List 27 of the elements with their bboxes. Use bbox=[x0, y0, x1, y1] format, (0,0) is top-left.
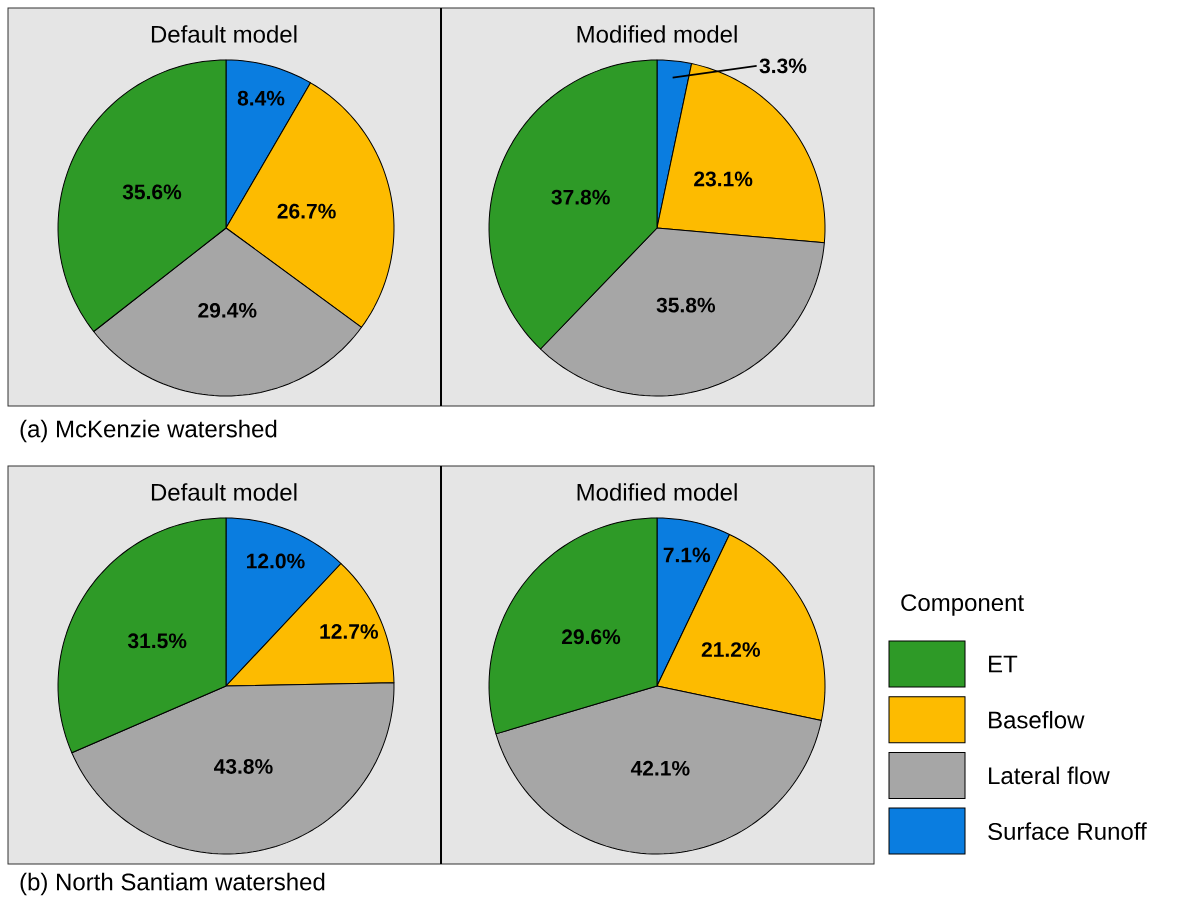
data-label: 8.4% bbox=[237, 90, 285, 106]
legend-label: ET bbox=[989, 655, 1018, 673]
data-label: 12.7% bbox=[320, 624, 379, 639]
legend-label: Surface Runoff bbox=[988, 822, 1147, 840]
data-label: 7.1% bbox=[663, 547, 711, 563]
data-label: 21.2% bbox=[701, 642, 761, 658]
data-label: 35.6% bbox=[122, 184, 182, 200]
legend-label: Baseflow bbox=[989, 710, 1085, 729]
data-label: 43.8% bbox=[214, 759, 273, 774]
chart-title: Default model bbox=[151, 483, 297, 501]
chart-title: Modified model bbox=[577, 25, 737, 43]
legend-label: Lateral flow bbox=[989, 766, 1110, 785]
data-label: 26.7% bbox=[277, 203, 336, 219]
data-label: 29.4% bbox=[198, 302, 257, 318]
chart-title: Modified model bbox=[577, 483, 737, 501]
data-label: 37.8% bbox=[551, 189, 610, 205]
text: (b) North Santiam watershed bbox=[20, 872, 325, 896]
data-label: 31.5% bbox=[127, 633, 187, 649]
chart-title: Default model bbox=[151, 25, 297, 43]
data-label: 3.3% bbox=[759, 58, 807, 74]
data-label: 29.6% bbox=[561, 629, 621, 645]
data-label: 35.8% bbox=[656, 297, 716, 313]
data-label: 12.0% bbox=[247, 553, 305, 569]
data-label: 42.1% bbox=[630, 760, 690, 776]
data-label: 23.1% bbox=[694, 171, 753, 187]
text: (a) McKenzie watershed bbox=[20, 419, 277, 443]
legend-title: Component bbox=[901, 594, 1024, 616]
